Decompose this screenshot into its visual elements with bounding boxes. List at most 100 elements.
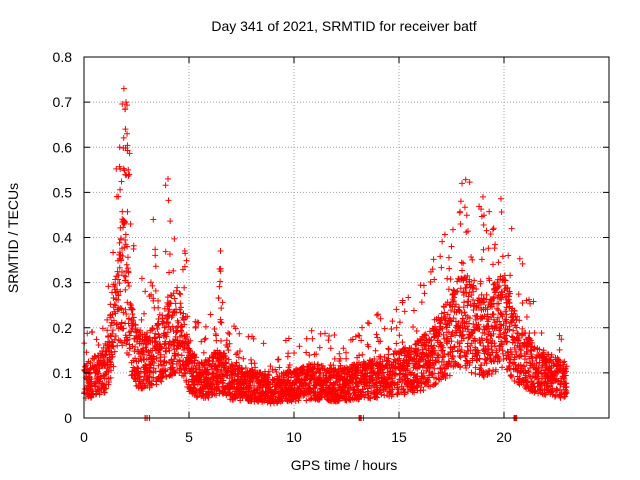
y-tick-label: 0.6 [53,139,73,155]
data-point [331,332,338,339]
data-point [146,373,153,380]
data-point [319,363,326,370]
data-point [111,336,118,343]
data-point [463,212,470,219]
data-point [492,241,499,248]
data-point [152,246,159,253]
data-point [201,336,208,343]
data-point [310,364,317,371]
data-point [226,375,233,382]
data-point [385,351,392,358]
data-point [122,273,129,280]
data-point [149,282,156,289]
data-point [187,337,194,344]
data-point [101,389,108,396]
data-point [114,276,121,283]
data-point [134,369,141,376]
data-point [161,305,168,312]
data-point [181,321,188,328]
data-point [162,182,169,189]
data-point [155,304,162,311]
data-point [141,310,148,317]
data-point [167,371,174,378]
data-point [118,319,125,326]
data-point [445,286,452,293]
data-point [106,342,113,349]
data-point [171,295,178,302]
data-point [460,260,467,267]
data-point [374,334,381,341]
data-point [105,381,112,388]
data-point [276,364,283,371]
data-point [331,355,338,362]
data-point [377,315,384,322]
data-point [236,330,243,337]
data-point [164,329,171,336]
data-point [445,254,452,261]
data-point [195,319,202,326]
data-point [343,349,350,356]
data-point [202,335,209,342]
data-point [89,329,96,336]
data-point [129,325,136,332]
data-point [523,313,530,320]
data-point [457,220,464,227]
data-point [126,315,133,322]
data-point [119,208,126,215]
data-point [225,347,232,354]
data-point [155,316,162,323]
data-point [556,346,563,353]
data-point [115,292,122,299]
data-point [459,267,466,274]
data-point [175,319,182,326]
data-point [109,327,116,334]
x-tick-label: 20 [496,429,512,445]
data-point [486,208,493,215]
data-point [393,324,400,331]
data-point [104,316,111,323]
data-point [117,288,124,295]
data-point [410,323,417,330]
data-point [308,327,315,334]
data-point [303,397,310,404]
data-point [122,306,129,313]
data-point [248,398,255,405]
data-point [519,260,526,267]
data-point [164,294,171,301]
data-point [459,180,465,187]
x-axis-label: GPS time / hours [291,457,398,473]
data-point [101,389,108,396]
data-point [217,316,224,323]
data-point [209,374,216,381]
data-point [118,305,125,312]
data-point [130,314,137,321]
data-point [163,333,170,340]
data-point [457,198,464,205]
data-point [92,353,99,360]
data-point [491,343,498,350]
data-point [309,335,316,342]
data-point [240,355,247,362]
data-point [359,351,366,358]
x-tick-label: 15 [391,429,407,445]
data-point [99,325,106,332]
data-point [275,356,282,363]
data-point [515,291,522,298]
data-point [217,248,224,255]
data-point [158,378,165,385]
data-point [388,326,395,333]
data-point [405,294,412,301]
data-point [233,351,240,358]
data-point [225,356,232,363]
data-point [385,345,392,352]
data-point [229,362,236,369]
data-point [490,225,497,232]
data-point [248,384,255,391]
data-point [159,315,166,322]
data-point [123,261,130,268]
data-point [213,392,220,399]
x-tick-label: 0 [80,429,88,445]
data-point [249,378,256,385]
data-point [121,244,128,251]
data-point [313,351,320,358]
